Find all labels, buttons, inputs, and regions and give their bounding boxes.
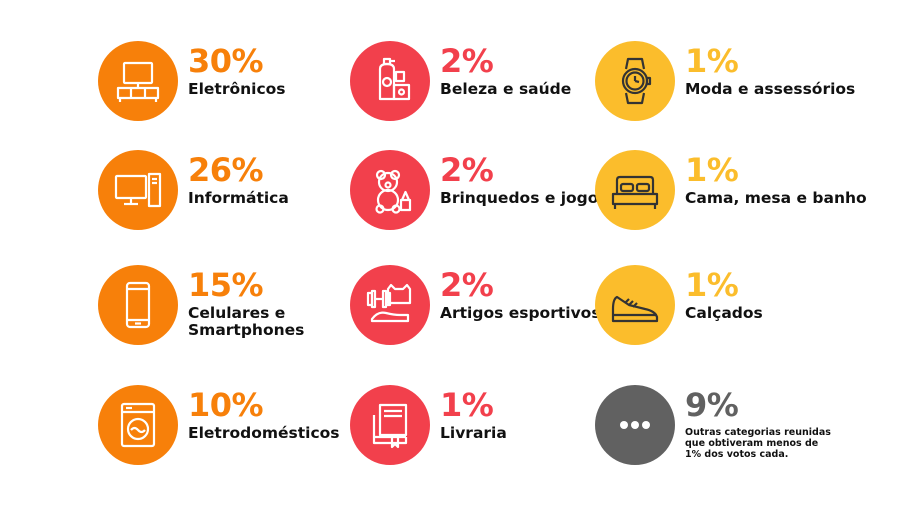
category-item: 1% Moda e assessórios <box>595 41 865 131</box>
smartphone-icon <box>98 265 178 345</box>
category-label: Brinquedos e jogos <box>440 189 608 207</box>
percentage: 1% <box>685 151 739 189</box>
category-label: Celulares e Smartphones <box>188 304 305 339</box>
category-item: 15% Celulares e Smartphones <box>98 265 368 355</box>
teddy-bear-icon <box>350 150 430 230</box>
percentage: 26% <box>188 151 264 189</box>
shoe-icon <box>595 265 675 345</box>
category-item: 10% Eletrodomésticos <box>98 385 368 475</box>
category-item: 1% Livraria <box>350 385 620 475</box>
category-label: Informática <box>188 189 289 207</box>
category-item: 9% Outras categorias reunidas que obtive… <box>595 385 865 475</box>
percentage: 2% <box>440 42 494 80</box>
percentage: 1% <box>440 386 494 424</box>
books-icon <box>350 385 430 465</box>
bed-icon <box>595 150 675 230</box>
category-item: 2% Brinquedos e jogos <box>350 150 620 240</box>
percentage: 9% <box>685 386 739 424</box>
sports-gear-icon <box>350 265 430 345</box>
percentage: 2% <box>440 266 494 304</box>
category-item: 2% Artigos esportivos <box>350 265 620 355</box>
category-label: Livraria <box>440 424 507 442</box>
category-label: Moda e assessórios <box>685 80 856 98</box>
category-label: Beleza e saúde <box>440 80 572 98</box>
percentage: 1% <box>685 42 739 80</box>
category-label: Cama, mesa e banho <box>685 189 867 207</box>
percentage: 10% <box>188 386 264 424</box>
percentage: 1% <box>685 266 739 304</box>
wristwatch-icon <box>595 41 675 121</box>
tv-stand-icon <box>98 41 178 121</box>
cosmetics-icon <box>350 41 430 121</box>
category-item: 26% Informática <box>98 150 368 240</box>
category-label: Outras categorias reunidas que obtiveram… <box>685 427 831 460</box>
percentage: 15% <box>188 266 264 304</box>
desktop-computer-icon <box>98 150 178 230</box>
ellipsis-icon <box>595 385 675 465</box>
category-label: Calçados <box>685 304 763 322</box>
category-item: 1% Calçados <box>595 265 865 355</box>
category-item: 30% Eletrônicos <box>98 41 368 131</box>
category-item: 1% Cama, mesa e banho <box>595 150 867 240</box>
category-label: Artigos esportivos <box>440 304 601 322</box>
category-item: 2% Beleza e saúde <box>350 41 620 131</box>
category-label: Eletrônicos <box>188 80 286 98</box>
category-label: Eletrodomésticos <box>188 424 340 442</box>
washing-machine-icon <box>98 385 178 465</box>
percentage: 30% <box>188 42 264 80</box>
percentage: 2% <box>440 151 494 189</box>
